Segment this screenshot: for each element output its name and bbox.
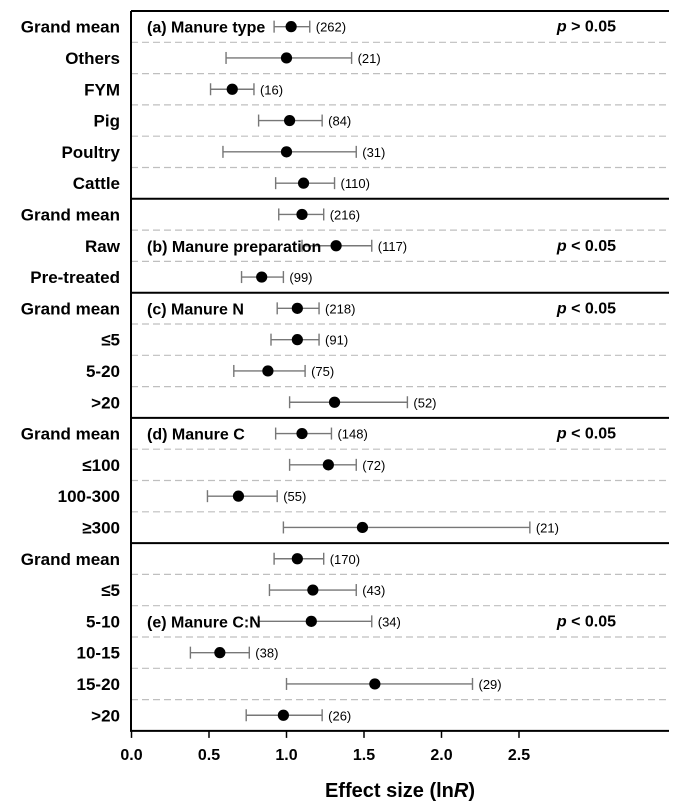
- mean-point: [291, 302, 303, 314]
- mean-point: [284, 114, 296, 127]
- mean-point: [291, 553, 303, 565]
- sample-count: (34): [378, 614, 401, 629]
- sample-count: (16): [260, 82, 283, 97]
- mean-point: [214, 647, 226, 659]
- x-tick-label: 0.0: [120, 747, 142, 764]
- mean-point: [285, 21, 297, 33]
- row-label: ≤5: [101, 581, 120, 600]
- sample-count: (110): [341, 176, 370, 191]
- row-label: Grand mean: [21, 205, 120, 224]
- panel-title: (d) Manure C: [147, 427, 245, 444]
- row-label: 10-15: [77, 644, 120, 663]
- row-label: >20: [91, 393, 120, 412]
- significance-label: p > 0.05: [556, 19, 616, 36]
- panel-title: (c) Manure N: [147, 301, 244, 318]
- significance-label: p < 0.05: [556, 238, 616, 255]
- row-label: Cattle: [73, 174, 120, 193]
- panel-title: (b) Manure preparation: [147, 239, 321, 256]
- x-axis: 0.0 0.5 1.0 1.5 2.0 2.5: [120, 11, 669, 764]
- row-label: 15-20: [77, 675, 120, 694]
- x-tick-label: 0.5: [198, 747, 220, 764]
- sample-count: (72): [362, 458, 385, 473]
- sample-count: (218): [325, 301, 355, 316]
- mean-point: [291, 334, 303, 346]
- row-label: 5-20: [86, 362, 120, 381]
- mean-point: [369, 678, 381, 690]
- row-label: 5-10: [86, 612, 120, 631]
- sample-count: (262): [316, 20, 346, 35]
- row-label: ≥300: [82, 518, 120, 537]
- sample-count: (216): [330, 207, 360, 222]
- mean-point: [232, 490, 245, 502]
- row-label: Pre-treated: [30, 268, 120, 287]
- mean-point: [322, 459, 334, 471]
- significance-label: p < 0.05: [556, 613, 616, 630]
- mean-point: [305, 615, 317, 627]
- sample-count: (38): [255, 646, 278, 661]
- row-separators: [131, 10, 669, 701]
- panel-title: (a) Manure type: [147, 20, 265, 37]
- row-label: FYM: [84, 80, 120, 99]
- row-label: Pig: [94, 112, 120, 131]
- sample-count: (29): [479, 677, 502, 692]
- confidence-intervals: [189, 20, 531, 722]
- x-tick-label: 2.0: [430, 747, 452, 764]
- x-tick-label: 1.5: [353, 747, 375, 764]
- panel-title: (e) Manure C:N: [147, 614, 261, 631]
- row-labels: Grand mean (262) (a) Manure type p > 0.05 Ot…: [21, 18, 616, 726]
- sample-count: (99): [289, 270, 312, 285]
- sample-count: (84): [328, 114, 351, 129]
- mean-point: [256, 271, 268, 283]
- row-label: 100-300: [58, 487, 120, 506]
- row-label: ≤5: [101, 331, 120, 350]
- row-label: Grand mean: [21, 550, 120, 569]
- significance-label: p < 0.05: [556, 426, 616, 443]
- x-tick-label: 1.0: [275, 747, 297, 764]
- mean-point: [307, 584, 319, 596]
- mean-point: [280, 146, 293, 158]
- sample-count: (43): [362, 583, 385, 598]
- sample-count: (55): [283, 489, 306, 504]
- sample-count: (75): [311, 364, 334, 379]
- sample-count: (148): [337, 427, 367, 442]
- row-label: >20: [91, 706, 120, 725]
- row-label: Grand mean: [21, 299, 120, 318]
- mean-point: [296, 427, 308, 440]
- sample-count: (91): [325, 333, 348, 348]
- x-axis-label: Effect size (lnR): [325, 780, 475, 802]
- sample-count: (52): [413, 395, 436, 410]
- sample-count: (31): [362, 145, 385, 160]
- mean-point: [328, 396, 341, 408]
- mean-point: [297, 177, 310, 189]
- x-tick-label: 2.5: [508, 747, 530, 764]
- mean-point: [226, 83, 238, 95]
- significance-label: p < 0.05: [556, 300, 616, 317]
- sample-count: (117): [378, 239, 407, 254]
- sample-count: (21): [536, 520, 559, 535]
- mean-point: [296, 208, 308, 221]
- sample-count: (21): [358, 51, 381, 66]
- mean-point: [262, 365, 274, 377]
- sample-count: (170): [330, 552, 360, 567]
- mean-point: [356, 521, 369, 534]
- row-label: Poultry: [61, 143, 120, 162]
- row-label: Grand mean: [21, 425, 120, 444]
- mean-point: [280, 52, 293, 64]
- mean-point: [330, 240, 342, 252]
- row-label: Raw: [85, 237, 121, 256]
- sample-count: (26): [328, 708, 351, 723]
- row-label: ≤100: [82, 456, 120, 475]
- mean-point: [277, 709, 289, 721]
- row-label: Grand mean: [21, 18, 120, 37]
- row-label: Others: [65, 49, 120, 68]
